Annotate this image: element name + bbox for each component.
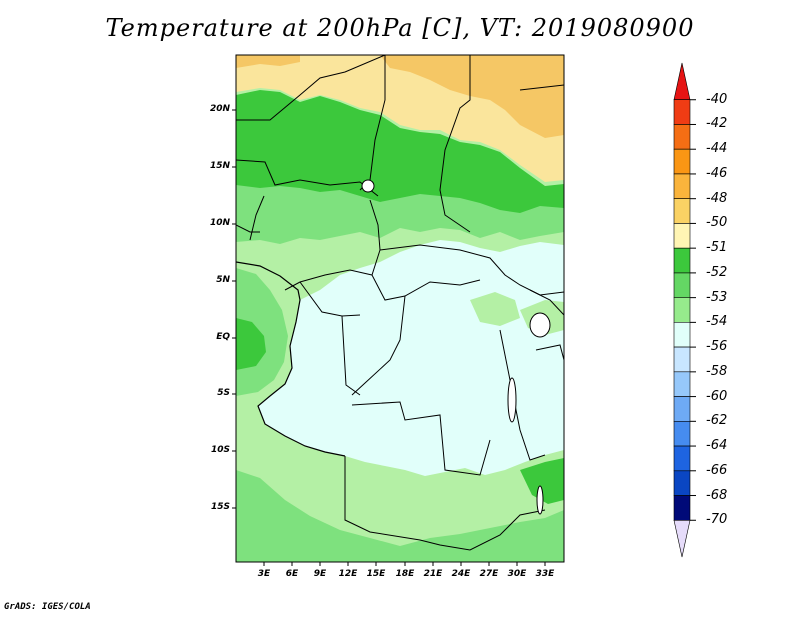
colorbar-label: -62 bbox=[706, 413, 728, 429]
lat-label: 10N bbox=[209, 218, 230, 228]
grads-credit: GrADS: IGES/COLA bbox=[4, 602, 91, 612]
lat-label: 5N bbox=[216, 275, 230, 285]
lake-tanganyika bbox=[507, 377, 517, 423]
lon-label: 30E bbox=[507, 569, 527, 579]
border-line bbox=[344, 456, 546, 551]
colorbar-label: -48 bbox=[706, 190, 728, 206]
fill-green-dark-west bbox=[236, 318, 266, 370]
lon-label: 6E bbox=[285, 569, 299, 579]
lake-chad bbox=[361, 179, 375, 193]
border-line bbox=[519, 84, 564, 91]
colorbar-label: -46 bbox=[706, 165, 728, 181]
lat-label: EQ bbox=[216, 332, 230, 342]
border-line bbox=[299, 281, 361, 317]
colorbar-segment bbox=[673, 495, 691, 521]
colorbar-segment bbox=[673, 421, 691, 447]
coastline bbox=[236, 261, 346, 457]
border-line bbox=[529, 289, 564, 316]
lat-label: 5S bbox=[217, 388, 230, 398]
colorbar-segment bbox=[673, 62, 691, 101]
colorbar-label: -42 bbox=[706, 116, 728, 132]
colorbar-label: -58 bbox=[706, 363, 728, 379]
colorbar-segment bbox=[673, 371, 691, 397]
lat-label: 15S bbox=[210, 502, 230, 512]
fill-green-mid bbox=[236, 185, 564, 244]
colorbar-segment bbox=[673, 198, 691, 224]
lon-label: 12E bbox=[338, 569, 358, 579]
colorbar-label: -51 bbox=[706, 240, 728, 256]
country-borders bbox=[236, 55, 564, 551]
colorbar-label: -70 bbox=[706, 512, 728, 528]
fill-green-patch-1 bbox=[470, 292, 520, 326]
border-line bbox=[236, 224, 260, 233]
lake-malawi bbox=[536, 485, 544, 515]
lat-label: 10S bbox=[210, 445, 230, 455]
border-line bbox=[351, 401, 491, 476]
lakes bbox=[361, 179, 551, 515]
colorbar-segment bbox=[673, 445, 691, 472]
border-line bbox=[535, 344, 564, 361]
fill-warm-dark-2 bbox=[236, 55, 300, 68]
border-line bbox=[236, 159, 379, 197]
colorbar-segment bbox=[673, 124, 691, 150]
lat-label: 15N bbox=[209, 161, 230, 171]
chart-title: Temperature at 200hPa [C], VT: 201908090… bbox=[105, 14, 695, 42]
lon-label: 3E bbox=[257, 569, 271, 579]
border-line bbox=[236, 55, 386, 121]
colorbar-segment bbox=[673, 99, 691, 125]
lon-label: 27E bbox=[479, 569, 499, 579]
colorbar-label: -56 bbox=[706, 339, 728, 355]
fill-warm-dark bbox=[380, 55, 564, 138]
colorbar-segment bbox=[673, 297, 691, 323]
lon-label: 15E bbox=[366, 569, 386, 579]
colorbar-label: -54 bbox=[706, 314, 728, 330]
map-frame bbox=[235, 54, 565, 563]
colorbar-label: -44 bbox=[706, 141, 728, 157]
colorbar-label: -64 bbox=[706, 438, 728, 454]
lake-victoria bbox=[529, 312, 551, 338]
border-line bbox=[499, 329, 546, 461]
colorbar-segment bbox=[673, 322, 691, 348]
lat-label: 20N bbox=[209, 104, 230, 114]
map-fill-layer bbox=[236, 55, 564, 562]
colorbar-label: -66 bbox=[706, 462, 728, 478]
colorbar-label: -40 bbox=[706, 91, 728, 107]
colorbar-label: -52 bbox=[706, 264, 728, 280]
lon-label: 21E bbox=[423, 569, 443, 579]
colorbar-segment bbox=[673, 470, 691, 496]
lon-label: 33E bbox=[535, 569, 555, 579]
axis-ticks bbox=[232, 109, 546, 566]
colorbar-segment bbox=[673, 272, 691, 298]
colorbar-segment bbox=[673, 223, 691, 249]
colorbar-segment bbox=[673, 247, 691, 274]
border-line bbox=[371, 274, 481, 301]
colorbar-segment bbox=[673, 519, 691, 558]
colorbar-segment bbox=[673, 396, 691, 422]
colorbar-segment bbox=[673, 173, 691, 199]
colorbar bbox=[673, 62, 696, 558]
colorbar-label: -60 bbox=[706, 388, 728, 404]
lon-label: 18E bbox=[395, 569, 415, 579]
colorbar-label: -50 bbox=[706, 215, 728, 231]
fill-green-dark bbox=[236, 90, 564, 215]
lon-label: 9E bbox=[313, 569, 327, 579]
fill-green-mid-south bbox=[236, 470, 564, 562]
lon-label: 24E bbox=[451, 569, 471, 579]
colorbar-label: -53 bbox=[706, 289, 728, 305]
colorbar-label: -68 bbox=[706, 487, 728, 503]
border-line bbox=[439, 55, 471, 233]
colorbar-segment bbox=[673, 148, 691, 175]
colorbar-segment bbox=[673, 346, 691, 373]
fill-green-dark-south bbox=[520, 458, 564, 504]
border-line bbox=[351, 295, 406, 396]
border-line bbox=[284, 199, 381, 291]
